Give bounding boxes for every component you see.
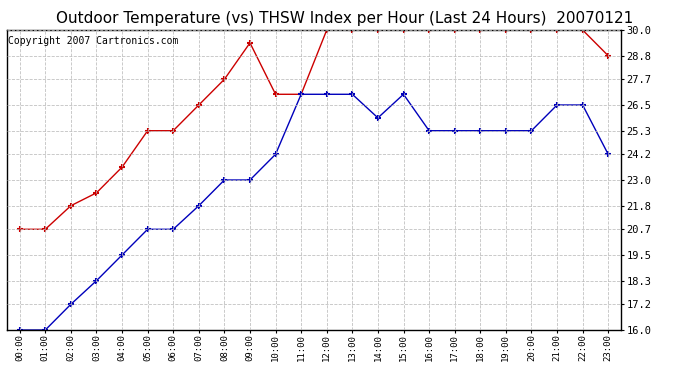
Text: Outdoor Temperature (vs) THSW Index per Hour (Last 24 Hours)  20070121: Outdoor Temperature (vs) THSW Index per … — [57, 11, 633, 26]
Text: Copyright 2007 Cartronics.com: Copyright 2007 Cartronics.com — [8, 36, 179, 46]
